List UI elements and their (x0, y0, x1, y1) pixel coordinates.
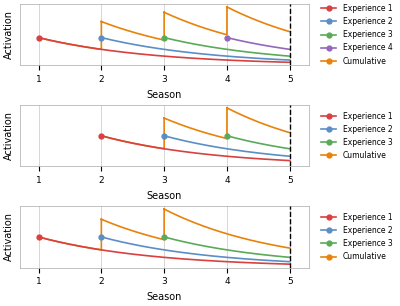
Legend: Experience 1, Experience 2, Experience 3, Cumulative: Experience 1, Experience 2, Experience 3… (318, 210, 396, 264)
X-axis label: Season: Season (146, 292, 182, 302)
Y-axis label: Activation: Activation (4, 111, 14, 160)
Y-axis label: Activation: Activation (4, 10, 14, 59)
X-axis label: Season: Season (146, 90, 182, 100)
Legend: Experience 1, Experience 2, Experience 3, Experience 4, Cumulative: Experience 1, Experience 2, Experience 3… (318, 1, 396, 69)
Legend: Experience 1, Experience 2, Experience 3, Cumulative: Experience 1, Experience 2, Experience 3… (318, 109, 396, 163)
Y-axis label: Activation: Activation (4, 212, 14, 261)
X-axis label: Season: Season (146, 191, 182, 201)
